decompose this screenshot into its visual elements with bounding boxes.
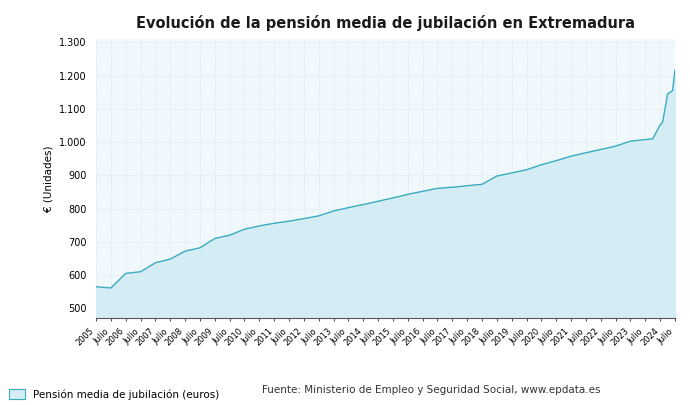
Legend: Pensión media de jubilación (euros): Pensión media de jubilación (euros) — [6, 385, 224, 404]
Title: Evolución de la pensión media de jubilación en Extremadura: Evolución de la pensión media de jubilac… — [136, 15, 635, 31]
Y-axis label: € (Unidades): € (Unidades) — [43, 145, 53, 212]
Text: Fuente: Ministerio de Empleo y Seguridad Social, www.epdata.es: Fuente: Ministerio de Empleo y Seguridad… — [262, 385, 601, 395]
